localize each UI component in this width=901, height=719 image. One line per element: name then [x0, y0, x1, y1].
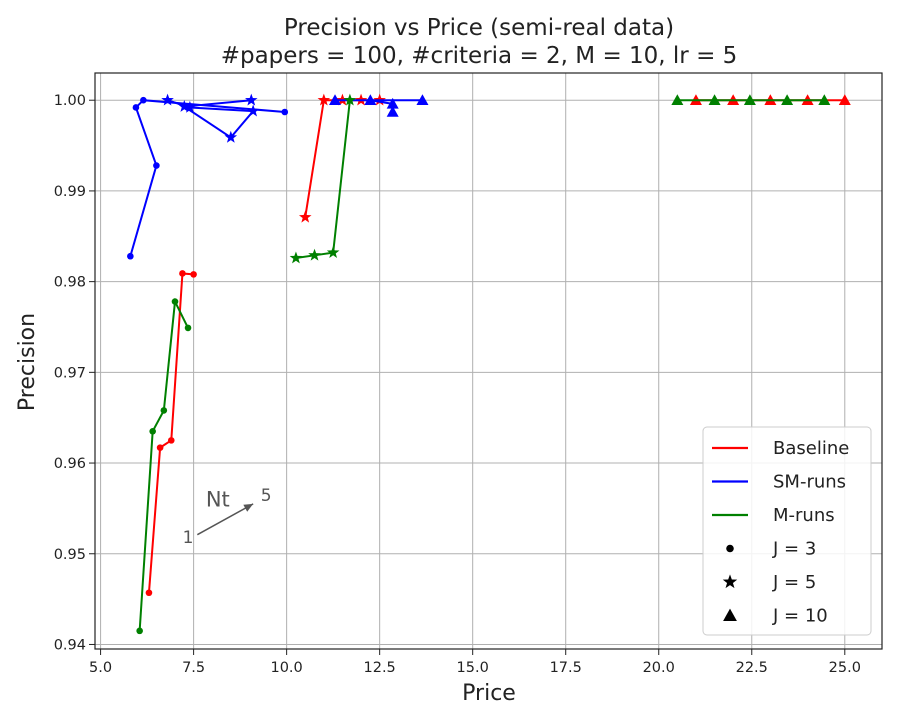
y-tick-label: 0.98	[54, 275, 86, 291]
x-tick-label: 17.5	[550, 660, 582, 676]
legend-label: SM-runs	[773, 472, 846, 493]
legend-marker-triangle	[723, 608, 737, 622]
y-tick-label: 0.94	[54, 637, 86, 653]
legend-box	[702, 426, 872, 636]
legend: Baseline SM-runs M-runs J = 3 J = 5 J = 10	[702, 426, 872, 636]
y-tick-label: 0.95	[54, 547, 86, 563]
data-point-triangle	[818, 94, 831, 106]
legend-label: M-runs	[773, 505, 835, 526]
data-point-triangle	[364, 94, 377, 106]
y-tick-label: 0.99	[54, 184, 86, 200]
chart-title: Precision vs Price (semi-real data)	[284, 15, 674, 41]
data-point-triangle	[671, 94, 684, 106]
y-axis-label: Precision	[15, 313, 40, 411]
data-point-triangle	[708, 94, 721, 106]
data-point-star	[289, 251, 303, 264]
data-point-star	[183, 100, 197, 113]
data-point-star	[298, 210, 312, 223]
data-point-star	[246, 104, 260, 117]
data-point-triangle	[386, 97, 399, 109]
data-point-dot	[153, 162, 160, 169]
data-point-star	[326, 246, 340, 258]
data-point-triangle	[781, 94, 794, 106]
data-point-dot	[145, 589, 153, 597]
data-point-triangle	[416, 94, 429, 106]
data-point-dot	[127, 252, 134, 260]
legend-marker-star	[722, 574, 738, 589]
series-m-runs-star	[289, 93, 357, 264]
annotation-arrow-head	[243, 503, 254, 512]
data-point-star	[317, 93, 331, 106]
x-tick-label: 20.0	[643, 660, 675, 676]
plot-frame	[94, 72, 883, 650]
series-group	[127, 93, 851, 635]
data-point-dot	[132, 104, 140, 111]
x-tick-label: 10.0	[270, 660, 302, 676]
data-point-star	[161, 93, 174, 106]
x-tick-label: 5.0	[89, 660, 112, 676]
data-point-triangle	[743, 94, 756, 106]
data-point-triangle	[329, 94, 342, 106]
x-axis-label: Price	[462, 681, 516, 706]
data-point-star	[224, 130, 238, 143]
x-tick-label: 7.5	[182, 660, 205, 676]
data-point-star	[245, 93, 258, 106]
y-tick-label: 0.96	[54, 456, 86, 472]
data-point-triangle	[386, 106, 399, 117]
series-m-runs-triangle	[671, 94, 831, 106]
annotation-group: Nt 1 5	[183, 486, 272, 548]
data-point-dot	[190, 271, 197, 278]
x-tick-label: 25.0	[829, 660, 861, 676]
x-tick-label: 15.0	[457, 660, 489, 676]
data-point-dot	[149, 427, 156, 435]
data-point-star	[343, 93, 357, 106]
data-point-dot	[140, 96, 147, 104]
data-point-dot	[136, 627, 143, 635]
data-point-dot	[179, 270, 186, 277]
series-sm-runs-triangle	[329, 94, 429, 117]
y-tick-label: 0.97	[54, 365, 86, 381]
data-point-star	[178, 99, 191, 112]
data-point-dot	[281, 108, 289, 116]
annotation-arrow-line	[196, 503, 254, 536]
data-point-dot	[171, 298, 179, 305]
data-point-dot	[167, 437, 175, 444]
series-m-runs-dot	[136, 298, 192, 635]
y-tick-label: 1.00	[54, 93, 86, 109]
legend-label: J = 5	[772, 572, 816, 593]
data-point-dot	[156, 444, 164, 451]
legend-marker-dot	[726, 544, 734, 553]
annotation-end-label: 5	[261, 486, 272, 506]
series-baseline-dot	[145, 270, 197, 597]
legend-label: J = 3	[772, 539, 816, 560]
series-sm-runs-star	[161, 93, 260, 143]
x-tick-label: 22.5	[736, 660, 768, 676]
data-point-star	[308, 248, 321, 261]
axis-ticks: 5.0 7.5 10.0 12.5 15.0 17.5 20.0 22.5 25.0 0.94 0.…	[54, 93, 861, 676]
annotation-label: Nt	[206, 488, 230, 512]
legend-label: J = 10	[772, 606, 828, 627]
series-line	[295, 100, 351, 260]
x-tick-label: 12.5	[364, 660, 396, 676]
data-point-dot	[160, 407, 168, 414]
legend-label: Baseline	[773, 438, 849, 459]
annotation-start-label: 1	[183, 528, 194, 548]
data-point-dot	[184, 324, 192, 332]
chart-subtitle: #papers = 100, #criteria = 2, M = 10, lr…	[221, 43, 738, 69]
data-point-triangle	[838, 94, 851, 106]
